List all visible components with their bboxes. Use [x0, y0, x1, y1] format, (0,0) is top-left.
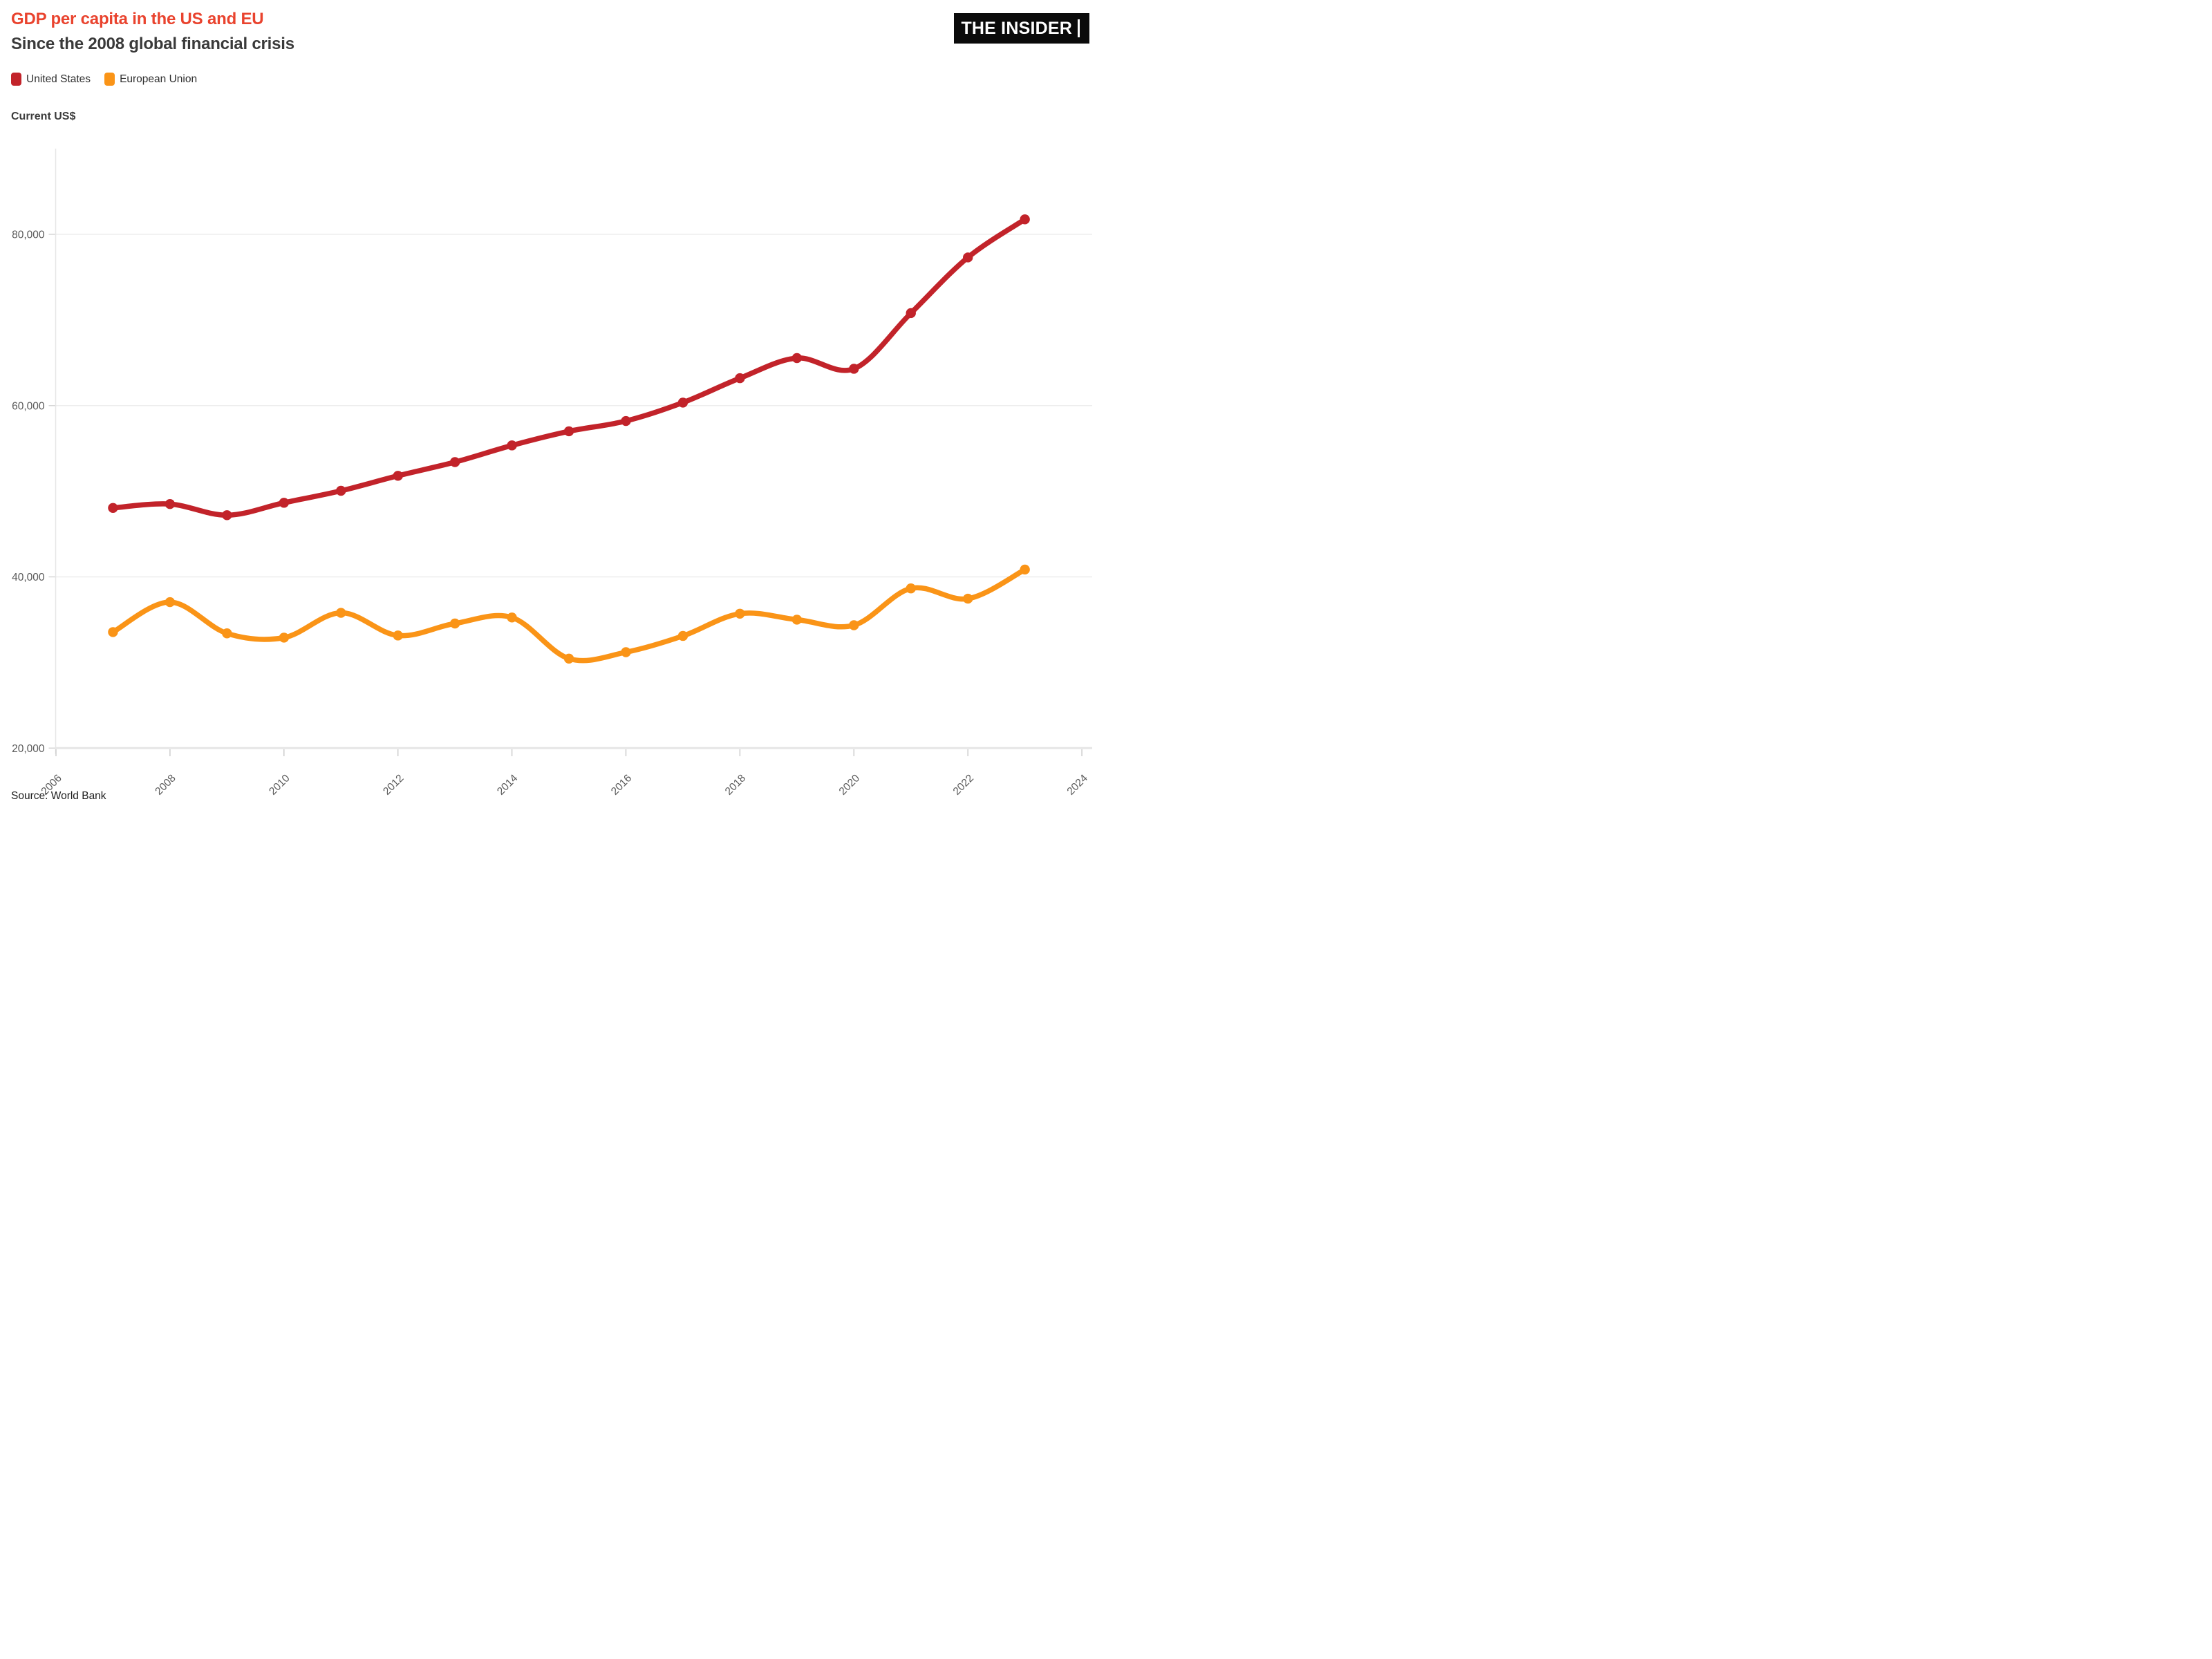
- legend-label-european-union: European Union: [120, 73, 198, 85]
- svg-text:20,000: 20,000: [12, 743, 45, 755]
- brand-logo-text: THE INSIDER: [961, 18, 1072, 38]
- svg-text:2024: 2024: [1065, 772, 1091, 798]
- svg-text:40,000: 40,000: [12, 572, 45, 583]
- united-states-swatch-icon: [11, 73, 21, 86]
- svg-text:80,000: 80,000: [12, 229, 45, 241]
- legend-item-united-states: United States: [11, 73, 91, 86]
- svg-text:2008: 2008: [153, 772, 178, 797]
- brand-logo-bar-icon: [1078, 19, 1080, 37]
- european-union-swatch-icon: [104, 73, 115, 86]
- svg-text:2010: 2010: [267, 772, 292, 798]
- svg-text:2022: 2022: [951, 772, 976, 797]
- svg-text:2012: 2012: [381, 772, 406, 797]
- svg-text:2018: 2018: [723, 772, 748, 797]
- legend: United States European Union: [11, 73, 197, 86]
- chart-subtitle: Since the 2008 global financial crisis: [11, 35, 294, 53]
- svg-text:2016: 2016: [609, 772, 634, 797]
- chart-title: GDP per capita in the US and EU: [11, 10, 264, 28]
- legend-label-united-states: United States: [26, 73, 91, 85]
- brand-logo: THE INSIDER: [954, 13, 1089, 44]
- source-note: Source: World Bank: [11, 790, 106, 802]
- legend-item-european-union: European Union: [104, 73, 197, 86]
- svg-text:2014: 2014: [495, 772, 521, 798]
- y-axis-title: Current US$: [11, 111, 76, 122]
- svg-text:2020: 2020: [837, 772, 863, 798]
- chart-page: GDP per capita in the US and EU Since th…: [0, 0, 1106, 830]
- svg-text:60,000: 60,000: [12, 400, 45, 412]
